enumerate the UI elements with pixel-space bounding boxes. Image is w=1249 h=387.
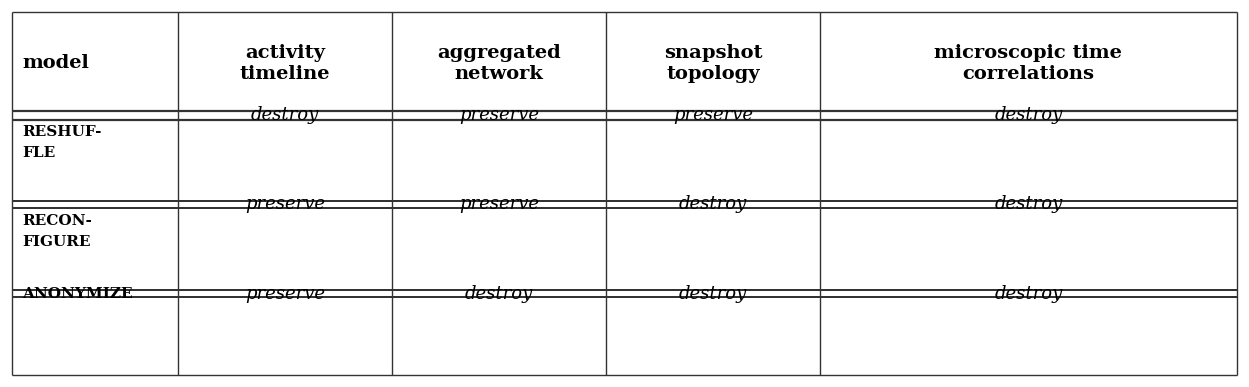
Text: preserve: preserve: [460, 106, 540, 124]
Text: destroy: destroy: [994, 195, 1063, 213]
Text: destroy: destroy: [679, 195, 747, 213]
Text: RECON-: RECON-: [22, 214, 92, 228]
Text: destroy: destroy: [994, 284, 1063, 303]
Text: RESHUF-: RESHUF-: [22, 125, 102, 139]
Text: preserve: preserve: [460, 195, 540, 213]
Text: model: model: [22, 55, 90, 72]
Text: destroy: destroy: [994, 106, 1063, 124]
Text: FLE: FLE: [22, 146, 56, 160]
Text: destroy: destroy: [679, 284, 747, 303]
Text: ANONYMIZE: ANONYMIZE: [22, 286, 134, 301]
Text: snapshot
topology: snapshot topology: [664, 44, 762, 83]
Text: destroy: destroy: [465, 284, 533, 303]
Text: preserve: preserve: [245, 284, 325, 303]
Text: FIGURE: FIGURE: [22, 235, 91, 249]
Text: preserve: preserve: [673, 106, 753, 124]
Text: aggregated
network: aggregated network: [437, 44, 561, 83]
Text: preserve: preserve: [245, 195, 325, 213]
Text: microscopic time
correlations: microscopic time correlations: [934, 44, 1123, 83]
Text: destroy: destroy: [251, 106, 318, 124]
Text: activity
timeline: activity timeline: [240, 44, 330, 83]
